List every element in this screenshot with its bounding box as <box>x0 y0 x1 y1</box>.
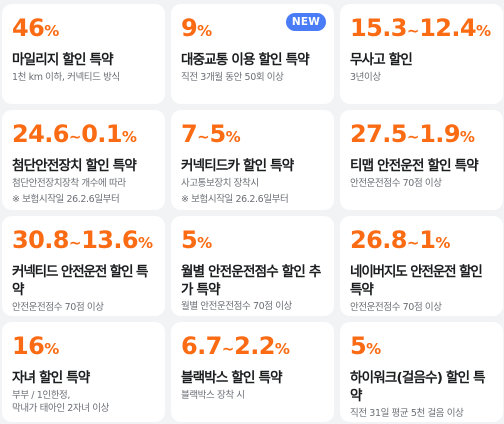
discount-card-child[interactable]: 16% 자녀 할인 특약 부부 / 1인한정, 막내가 태아인 2자녀 이상 <box>2 322 165 422</box>
discount-desc: 1천 km 이하, 커넥티드 방식 <box>12 72 120 83</box>
discount-title: 무사고 할인 <box>350 52 413 68</box>
discount-card-advanced-safety[interactable]: 24.6~0.1% 첨단안전장치 할인 특약 첨단안전장치장착 개수에 따라 ※… <box>2 110 165 210</box>
discount-desc: 블랙박스 장착 시 <box>181 390 245 401</box>
discount-rate: 30.8~13.6% <box>12 226 153 254</box>
discount-title: 마일리지 할인 특약 <box>12 52 114 68</box>
discount-card-tmap-safe-driving[interactable]: 27.5~1.9% 티맵 안전운전 할인 특약 안전운전점수 70점 이상 <box>340 110 503 210</box>
discount-rate: 5% <box>181 226 212 254</box>
discount-rate: 24.6~0.1% <box>12 120 137 148</box>
discount-title: 커넥티드 안전운전 할인 특약 <box>12 264 148 298</box>
discount-desc: 직전 3개월 동안 50회 이상 <box>181 72 284 83</box>
discount-desc: 3년이상 <box>350 72 381 83</box>
discount-title: 블랙박스 할인 특약 <box>181 370 283 386</box>
discount-title: 월별 안전운전점수 할인 추가 특약 <box>181 264 321 298</box>
discount-title: 티맵 안전운전 할인 특약 <box>350 158 479 174</box>
discount-title: 자녀 할인 특약 <box>12 370 90 386</box>
discount-note: ※ 보험시작일 26.2.6일부터 <box>12 194 120 205</box>
discount-card-mileage[interactable]: 46% 마일리지 할인 특약 1천 km 이하, 커넥티드 방식 <box>2 4 165 104</box>
discount-card-public-transit[interactable]: 9% NEW 대중교통 이용 할인 특약 직전 3개월 동안 50회 이상 <box>171 4 334 104</box>
discount-title: 대중교통 이용 할인 특약 <box>181 52 310 68</box>
discount-card-naver-map-safe-driving[interactable]: 26.8~1% 네이버지도 안전운전 할인 특약 안전운전점수 70점 이상 <box>340 216 503 316</box>
discount-desc-line2: 막내가 태아인 2자녀 이상 <box>12 403 109 414</box>
discount-card-connected-car[interactable]: 7~5% 커넥티드카 할인 특약 사고통보장치 장착시 ※ 보험시작일 26.2… <box>171 110 334 210</box>
discount-rate: 15.3~12.4% <box>350 14 491 42</box>
discount-rate: 6.7~2.2% <box>181 332 290 360</box>
discount-title: 첨단안전장치 할인 특약 <box>12 158 137 174</box>
discount-rate: 5% <box>350 332 381 360</box>
discount-card-no-accident[interactable]: 15.3~12.4% 무사고 할인 3년이상 <box>340 4 503 104</box>
discount-card-monthly-safe-driving[interactable]: 5% 월별 안전운전점수 할인 추가 특약 월별 안전운전점수 70점 이상 <box>171 216 334 316</box>
discount-desc: 안전운전점수 70점 이상 <box>350 178 442 189</box>
new-badge: NEW <box>285 13 326 31</box>
discount-desc: 안전운전점수 70점 이상 <box>12 302 104 313</box>
discount-rate: 46% <box>12 14 60 42</box>
discount-rate: 7~5% <box>181 120 241 148</box>
discount-desc: 사고통보장치 장착시 <box>181 178 259 189</box>
discount-rate: 9% <box>181 14 212 42</box>
discount-title: 커넥티드카 할인 특약 <box>181 158 294 174</box>
discount-card-hiwalk[interactable]: 5% 하이워크(걸음수) 할인 특약 직전 31일 평균 5천 걸음 이상 <box>340 322 503 422</box>
discount-desc: 직전 31일 평균 5천 걸음 이상 <box>350 408 464 419</box>
discount-rate: 16% <box>12 332 60 360</box>
discount-title: 하이워크(걸음수) 할인 특약 <box>350 370 486 404</box>
discount-desc: 월별 안전운전점수 70점 이상 <box>181 301 292 312</box>
discount-rate: 26.8~1% <box>350 226 451 254</box>
discount-title: 네이버지도 안전운전 할인 특약 <box>350 264 483 298</box>
discount-card-connected-safe-driving[interactable]: 30.8~13.6% 커넥티드 안전운전 할인 특약 안전운전점수 70점 이상 <box>2 216 165 316</box>
discount-desc: 부부 / 1인한정, <box>12 390 71 401</box>
discount-card-blackbox[interactable]: 6.7~2.2% 블랙박스 할인 특약 블랙박스 장착 시 <box>171 322 334 422</box>
discount-desc: 첨단안전장치장착 개수에 따라 <box>12 178 126 189</box>
discount-desc: 안전운전점수 70점 이상 <box>350 302 442 313</box>
discount-rate: 27.5~1.9% <box>350 120 475 148</box>
discount-note: ※ 보험시작일 26.2.6일부터 <box>181 194 289 205</box>
